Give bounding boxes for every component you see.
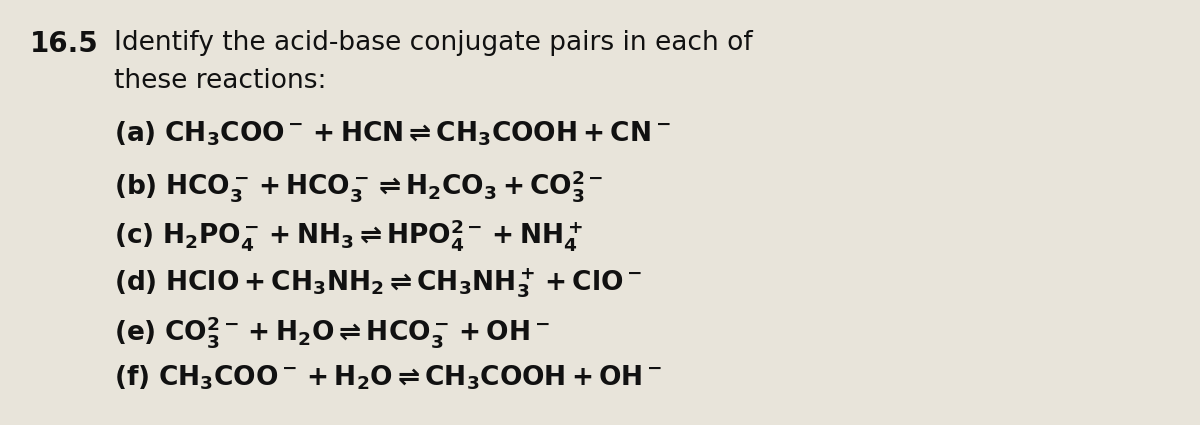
- Text: 16.5: 16.5: [30, 30, 98, 58]
- Text: $\mathbf{(d)\ HClO + CH_3NH_2 \rightleftharpoons CH_3NH_3^+ + ClO^-}$: $\mathbf{(d)\ HClO + CH_3NH_2 \rightleft…: [114, 266, 642, 300]
- Text: $\mathbf{(e)\ CO_3^{2-} + H_2O \rightleftharpoons HCO_3^- + OH^-}$: $\mathbf{(e)\ CO_3^{2-} + H_2O \rightlef…: [114, 314, 550, 351]
- Text: $\mathbf{(b)\ HCO_3^- + HCO_3^- \rightleftharpoons H_2CO_3 + CO_3^{2-}}$: $\mathbf{(b)\ HCO_3^- + HCO_3^- \rightle…: [114, 168, 604, 204]
- Text: Identify the acid-base conjugate pairs in each of: Identify the acid-base conjugate pairs i…: [114, 30, 752, 56]
- Text: $\mathbf{(c)\ H_2PO_4^- + NH_3 \rightleftharpoons HPO_4^{2-} + NH_4^+}$: $\mathbf{(c)\ H_2PO_4^- + NH_3 \rightlef…: [114, 217, 583, 253]
- Text: $\mathbf{(f)\ CH_3COO^- + H_2O \rightleftharpoons CH_3COOH + OH^-}$: $\mathbf{(f)\ CH_3COO^- + H_2O \rightlef…: [114, 363, 662, 392]
- Text: $\mathbf{(a)\ CH_3COO^- + HCN \rightleftharpoons CH_3COOH + CN^-}$: $\mathbf{(a)\ CH_3COO^- + HCN \rightleft…: [114, 119, 671, 147]
- Text: these reactions:: these reactions:: [114, 68, 326, 94]
